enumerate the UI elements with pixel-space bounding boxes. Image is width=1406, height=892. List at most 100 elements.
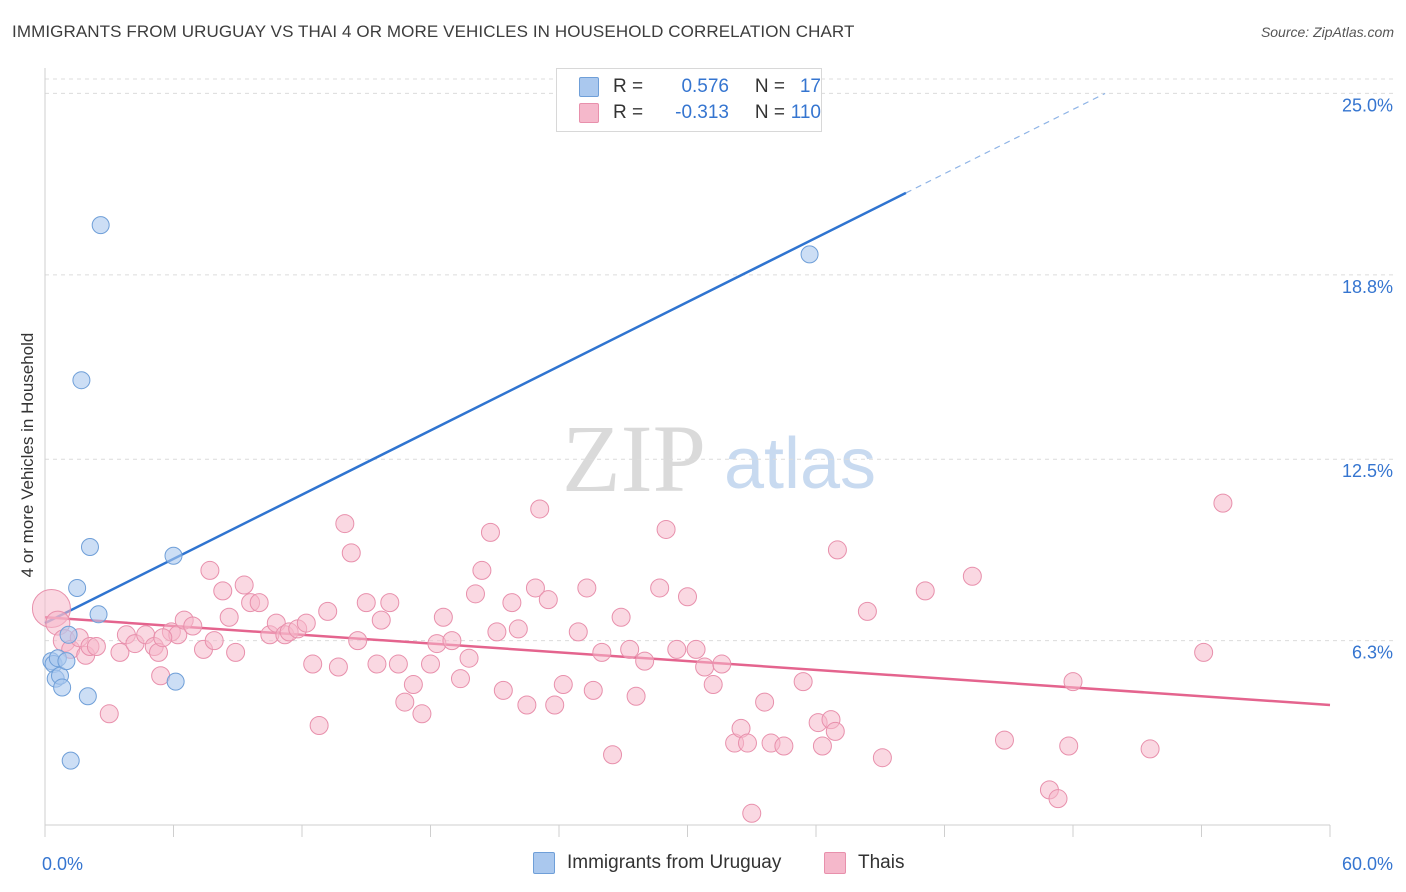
point-thais: [1194, 642, 1214, 662]
legend-r-label: R =: [613, 102, 644, 123]
point-thais: [296, 613, 316, 633]
point-thais: [712, 654, 732, 674]
point-thais: [742, 803, 762, 823]
watermark-atlas: atlas: [724, 424, 876, 504]
point-thais: [1063, 672, 1083, 692]
series-legend: Immigrants from Uruguay Thais: [0, 852, 1406, 878]
point-thais: [356, 593, 376, 613]
point-thais: [200, 560, 220, 580]
point-thais: [309, 716, 329, 736]
legend-r-value: 0.576: [681, 76, 729, 97]
point-thais: [328, 657, 348, 677]
point-thais: [86, 636, 106, 656]
point-thais: [450, 669, 470, 689]
point-thais: [341, 543, 361, 563]
point-thais: [517, 695, 537, 715]
point-uruguay: [800, 245, 819, 264]
point-uruguay: [78, 687, 97, 706]
x-tick-label-max: 60.0%: [1342, 854, 1393, 874]
point-thais: [737, 733, 757, 753]
point-thais: [249, 593, 269, 613]
point-thais: [403, 675, 423, 695]
y-tick-label: 18.8%: [1342, 277, 1393, 297]
point-uruguay: [80, 537, 99, 556]
point-thais: [915, 581, 935, 601]
watermark: ZIP atlas: [562, 405, 876, 512]
point-thais: [395, 692, 415, 712]
point-thais: [493, 680, 513, 700]
point-uruguay: [68, 578, 87, 597]
point-uruguay: [72, 371, 91, 390]
point-uruguay: [91, 216, 110, 235]
point-thais: [226, 642, 246, 662]
point-thais: [656, 519, 676, 539]
point-thais: [380, 593, 400, 613]
point-thais: [110, 642, 130, 662]
trend-line-uruguay: [44, 191, 907, 625]
thais-points: [31, 493, 1233, 823]
point-thais: [442, 631, 462, 651]
point-thais: [219, 607, 239, 627]
point-thais: [635, 651, 655, 671]
point-uruguay: [89, 605, 108, 624]
legend-label-uruguay: Immigrants from Uruguay: [567, 852, 782, 873]
point-thais: [318, 601, 338, 621]
point-thais: [502, 593, 522, 613]
point-thais: [213, 581, 233, 601]
point-thais: [667, 639, 687, 659]
point-thais: [703, 675, 723, 695]
trend-lines: [44, 92, 1331, 707]
point-thais: [626, 686, 646, 706]
point-uruguay: [53, 678, 72, 697]
point-thais: [1140, 739, 1160, 759]
point-thais: [577, 578, 597, 598]
legend-r-label: R =: [613, 76, 644, 97]
point-thais: [994, 730, 1014, 750]
point-thais: [487, 622, 507, 642]
point-thais: [825, 721, 845, 741]
x-tick-label-min: 0.0%: [42, 854, 83, 874]
point-thais: [1059, 736, 1079, 756]
legend-swatch-thais: [824, 852, 846, 874]
point-thais: [183, 616, 203, 636]
point-thais: [367, 654, 387, 674]
point-uruguay: [57, 652, 76, 671]
point-thais: [774, 736, 794, 756]
point-thais: [480, 522, 500, 542]
point-thais: [99, 704, 119, 724]
point-thais: [592, 642, 612, 662]
point-thais: [234, 575, 254, 595]
point-thais: [525, 578, 545, 598]
point-thais: [371, 610, 391, 630]
point-thais: [827, 540, 847, 560]
correlation-legend: R = 0.576 N = 17 R = -0.313 N = 110: [556, 68, 822, 132]
point-thais: [388, 654, 408, 674]
point-thais: [1213, 493, 1233, 513]
point-uruguay: [59, 625, 78, 644]
legend-n-value: 17: [799, 76, 821, 97]
point-thais: [603, 745, 623, 765]
legend-row-thais: R = -0.313 N = 110: [579, 102, 821, 124]
legend-swatch-uruguay: [533, 852, 555, 874]
legend-n-label: N =: [754, 102, 785, 123]
point-thais: [433, 607, 453, 627]
point-thais: [583, 680, 603, 700]
point-uruguay: [61, 751, 80, 770]
legend-r-value: -0.313: [675, 102, 729, 123]
point-thais: [1048, 789, 1068, 809]
point-thais: [538, 590, 558, 610]
point-thais: [962, 566, 982, 586]
point-thais: [650, 578, 670, 598]
source-label: Source: ZipAtlas.com: [1260, 24, 1394, 40]
point-thais: [857, 601, 877, 621]
axes: [44, 68, 1331, 837]
point-thais: [465, 584, 485, 604]
legend-row-uruguay: R = 0.576 N = 17: [579, 76, 821, 98]
point-uruguay: [164, 546, 183, 565]
tick-labels: 6.3% 12.5% 18.8% 25.0% 0.0% 60.0%: [42, 95, 1393, 874]
y-tick-label: 25.0%: [1342, 95, 1393, 115]
point-uruguay: [166, 672, 185, 691]
point-thais: [421, 654, 440, 674]
point-thais: [553, 675, 573, 695]
